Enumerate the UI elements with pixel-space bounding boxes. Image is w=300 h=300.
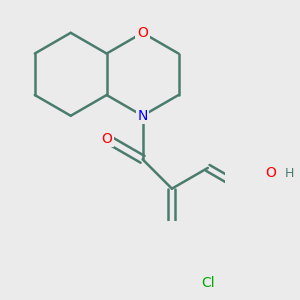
Text: O: O [265,166,276,180]
Text: O: O [101,132,112,145]
Text: H: H [285,167,294,180]
Text: Cl: Cl [201,276,215,290]
Text: O: O [137,26,148,40]
Text: N: N [137,109,148,123]
